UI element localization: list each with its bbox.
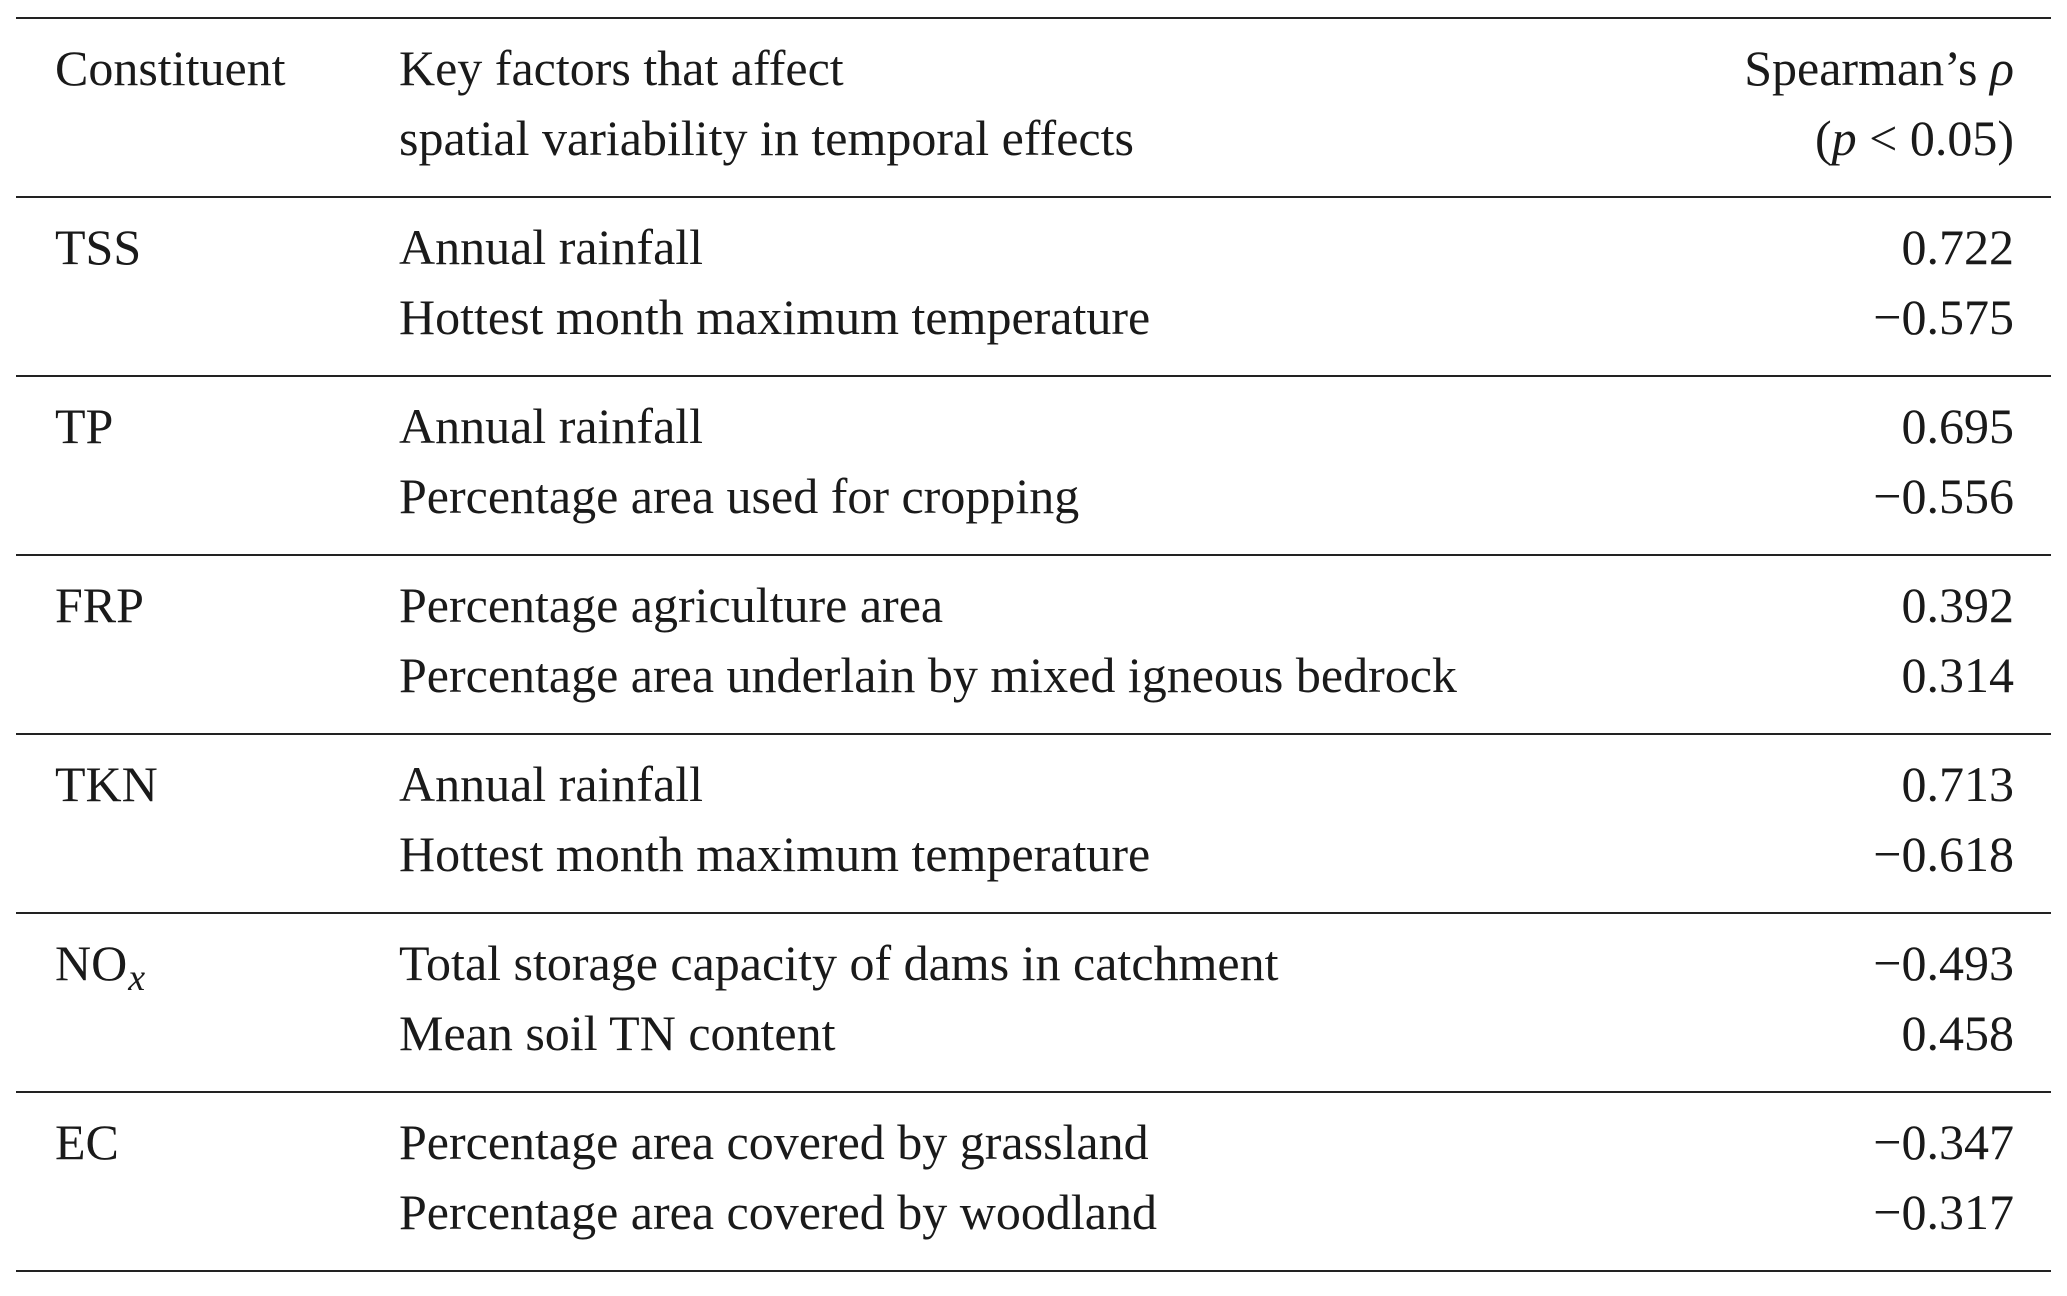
rho-cell: −0.493 — [1873, 935, 2014, 991]
factor-cell: Hottest month maximum temperature — [399, 826, 1151, 882]
table-header: Constituent Key factors that affect spat… — [16, 19, 2051, 196]
table-row-group: EC Percentage area covered by grassland … — [16, 1093, 2051, 1270]
table-row-group: FRP Percentage agriculture area 0.392 Pe… — [16, 556, 2051, 733]
factor-cell: Annual rainfall — [399, 398, 704, 454]
header-sig-rest: < 0.05) — [1856, 110, 2014, 166]
factor-cell: Mean soil TN content — [399, 1005, 836, 1061]
top-rule — [16, 17, 2051, 19]
rho-cell: −0.618 — [1873, 826, 2014, 882]
rho-cell: 0.722 — [1901, 219, 2015, 275]
group-rule — [16, 554, 2051, 556]
header-key-factors-line2: spatial variability in temporal effects — [399, 110, 1134, 166]
constituent-cell: TP — [55, 398, 114, 454]
header-sig-open: ( — [1814, 110, 1832, 166]
factor-cell: Percentage area underlain by mixed igneo… — [399, 647, 1457, 703]
rho-cell: −0.317 — [1873, 1184, 2014, 1240]
factor-cell: Percentage area used for cropping — [399, 468, 1080, 524]
rho-cell: −0.575 — [1873, 289, 2014, 345]
constituent-cell: FRP — [55, 577, 144, 633]
constituent-subscript: x — [128, 957, 146, 999]
rho-cell: 0.458 — [1901, 1005, 2015, 1061]
header-rho-symbol: ρ — [1990, 40, 2014, 96]
group-rule — [16, 733, 2051, 735]
table-row-group: TKN Annual rainfall 0.713 Hottest month … — [16, 735, 2051, 912]
rho-cell: −0.556 — [1873, 468, 2014, 524]
factor-cell: Percentage area covered by grassland — [399, 1114, 1149, 1170]
rho-cell: −0.347 — [1873, 1114, 2014, 1170]
table-row-group: NOx Total storage capacity of dams in ca… — [16, 914, 2051, 1091]
factor-cell: Percentage area covered by woodland — [399, 1184, 1157, 1240]
table-row-group: TP Annual rainfall 0.695 Percentage area… — [16, 377, 2051, 554]
rho-cell: 0.695 — [1901, 398, 2015, 454]
constituent-cell: NOx — [55, 928, 145, 1003]
header-constituent: Constituent — [55, 40, 286, 96]
table-row-group: TSS Annual rainfall 0.722 Hottest month … — [16, 198, 2051, 375]
header-spearman: Spearman’s ρ — [1744, 33, 2014, 103]
factor-cell: Annual rainfall — [399, 756, 704, 812]
factor-cell: Total storage capacity of dams in catchm… — [399, 935, 1279, 991]
rho-cell: 0.713 — [1901, 756, 2015, 812]
factor-cell: Hottest month maximum temperature — [399, 289, 1151, 345]
constituent-cell: EC — [55, 1114, 119, 1170]
factor-cell: Annual rainfall — [399, 219, 704, 275]
header-rule — [16, 196, 2051, 198]
header-key-factors-line1: Key factors that affect — [399, 40, 844, 96]
group-rule — [16, 912, 2051, 914]
bottom-rule — [16, 1270, 2051, 1272]
constituent-cell: TSS — [55, 219, 142, 275]
constituent-base: NO — [55, 935, 128, 991]
rho-cell: 0.314 — [1901, 647, 2015, 703]
group-rule — [16, 375, 2051, 377]
header-spearman-text: Spearman’s — [1744, 40, 1990, 96]
header-significance: (p < 0.05) — [1815, 103, 2014, 173]
constituent-cell: TKN — [55, 756, 158, 812]
rho-cell: 0.392 — [1901, 577, 2015, 633]
group-rule — [16, 1091, 2051, 1093]
results-table: Constituent Key factors that affect spat… — [16, 17, 2051, 1272]
factor-cell: Percentage agriculture area — [399, 577, 944, 633]
header-sig-p: p — [1831, 110, 1857, 166]
